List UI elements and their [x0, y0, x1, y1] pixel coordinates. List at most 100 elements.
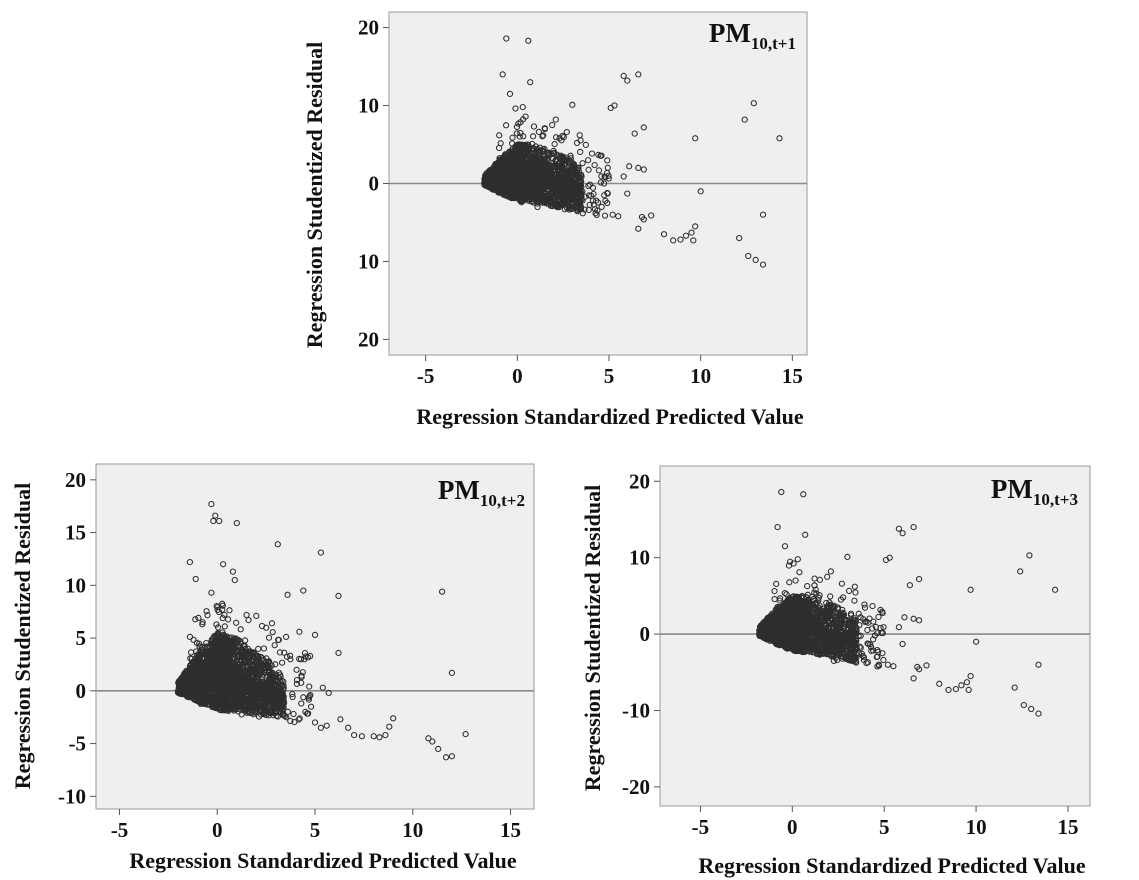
y-axis-label: Regression Studentized Residual — [302, 42, 327, 348]
data-point — [532, 151, 539, 159]
y-tick-label: 20 — [358, 327, 379, 351]
data-point — [500, 166, 507, 174]
data-point — [567, 182, 575, 189]
data-point — [486, 167, 494, 174]
y-tick-label: 0 — [369, 172, 380, 196]
data-point — [563, 188, 570, 195]
data-point — [604, 157, 611, 164]
data-point — [511, 146, 518, 153]
data-point — [503, 182, 510, 189]
data-point — [521, 183, 529, 191]
data-point — [523, 170, 530, 177]
data-point — [488, 179, 495, 187]
data-point — [593, 211, 600, 219]
data-point — [513, 178, 520, 186]
data-point — [548, 173, 555, 180]
data-point — [561, 177, 569, 184]
data-point — [573, 175, 580, 183]
data-point — [570, 160, 578, 168]
data-point — [513, 123, 521, 131]
data-point — [515, 150, 522, 157]
data-point — [520, 147, 528, 155]
data-point — [523, 176, 530, 184]
data-point — [539, 133, 546, 140]
data-point — [549, 186, 556, 193]
data-point — [598, 152, 605, 159]
data-point — [585, 166, 592, 173]
data-point — [598, 173, 605, 180]
data-point — [497, 161, 505, 168]
data-point — [537, 155, 545, 163]
data-point — [526, 181, 533, 188]
data-point — [554, 163, 561, 170]
data-point — [544, 168, 552, 175]
data-point — [538, 174, 545, 181]
data-point — [502, 122, 510, 129]
data-point — [586, 181, 594, 188]
data-point — [539, 191, 546, 198]
data-point — [496, 155, 503, 162]
data-point — [552, 134, 560, 141]
data-point — [550, 166, 557, 173]
data-point — [588, 150, 596, 157]
data-point — [573, 172, 580, 179]
data-point — [504, 190, 511, 198]
data-point — [504, 158, 511, 165]
data-point — [498, 178, 506, 185]
data-point — [522, 167, 529, 174]
data-point — [535, 189, 543, 197]
x-tick-label: 15 — [782, 364, 803, 388]
data-point — [502, 151, 509, 158]
x-tick-label: 0 — [512, 364, 523, 388]
data-point — [522, 159, 529, 167]
data-point — [505, 161, 513, 168]
y-tick-label: 10 — [358, 94, 379, 118]
data-point — [571, 163, 578, 170]
data-point — [551, 140, 558, 148]
data-point — [497, 172, 504, 179]
data-point — [600, 180, 608, 187]
data-point — [516, 133, 523, 140]
data-point — [534, 200, 541, 207]
data-point — [569, 170, 576, 178]
x-axis-label: Regression Standardized Predicted Value — [416, 404, 803, 429]
data-point — [585, 182, 592, 190]
data-point — [490, 176, 497, 183]
data-point — [536, 166, 543, 173]
data-point — [566, 205, 573, 212]
data-point — [512, 105, 519, 112]
data-point — [508, 153, 515, 161]
data-point — [575, 207, 582, 214]
data-point — [566, 194, 573, 201]
data-point — [521, 164, 529, 171]
data-point — [544, 197, 552, 204]
data-point — [595, 167, 603, 174]
data-point — [509, 155, 517, 162]
data-point — [534, 203, 541, 211]
data-point — [571, 188, 578, 196]
data-point — [530, 164, 537, 172]
x-tick-label: 10 — [690, 364, 711, 388]
data-point — [509, 134, 516, 141]
data-point — [536, 144, 544, 151]
data-point — [555, 202, 563, 209]
plot-area — [95, 463, 535, 810]
data-point — [542, 160, 549, 167]
data-point — [482, 178, 489, 186]
data-point — [528, 195, 536, 202]
data-point — [508, 171, 516, 178]
data-point — [535, 128, 543, 136]
data-point — [513, 161, 521, 168]
data-point — [517, 197, 524, 204]
data-point — [597, 179, 605, 186]
data-point — [591, 161, 598, 169]
data-point — [575, 181, 582, 188]
y-tick-label: 20 — [358, 16, 379, 40]
data-point — [553, 186, 560, 193]
data-point — [515, 141, 523, 148]
data-point — [579, 160, 586, 167]
y-tick-label: 10 — [358, 249, 379, 273]
